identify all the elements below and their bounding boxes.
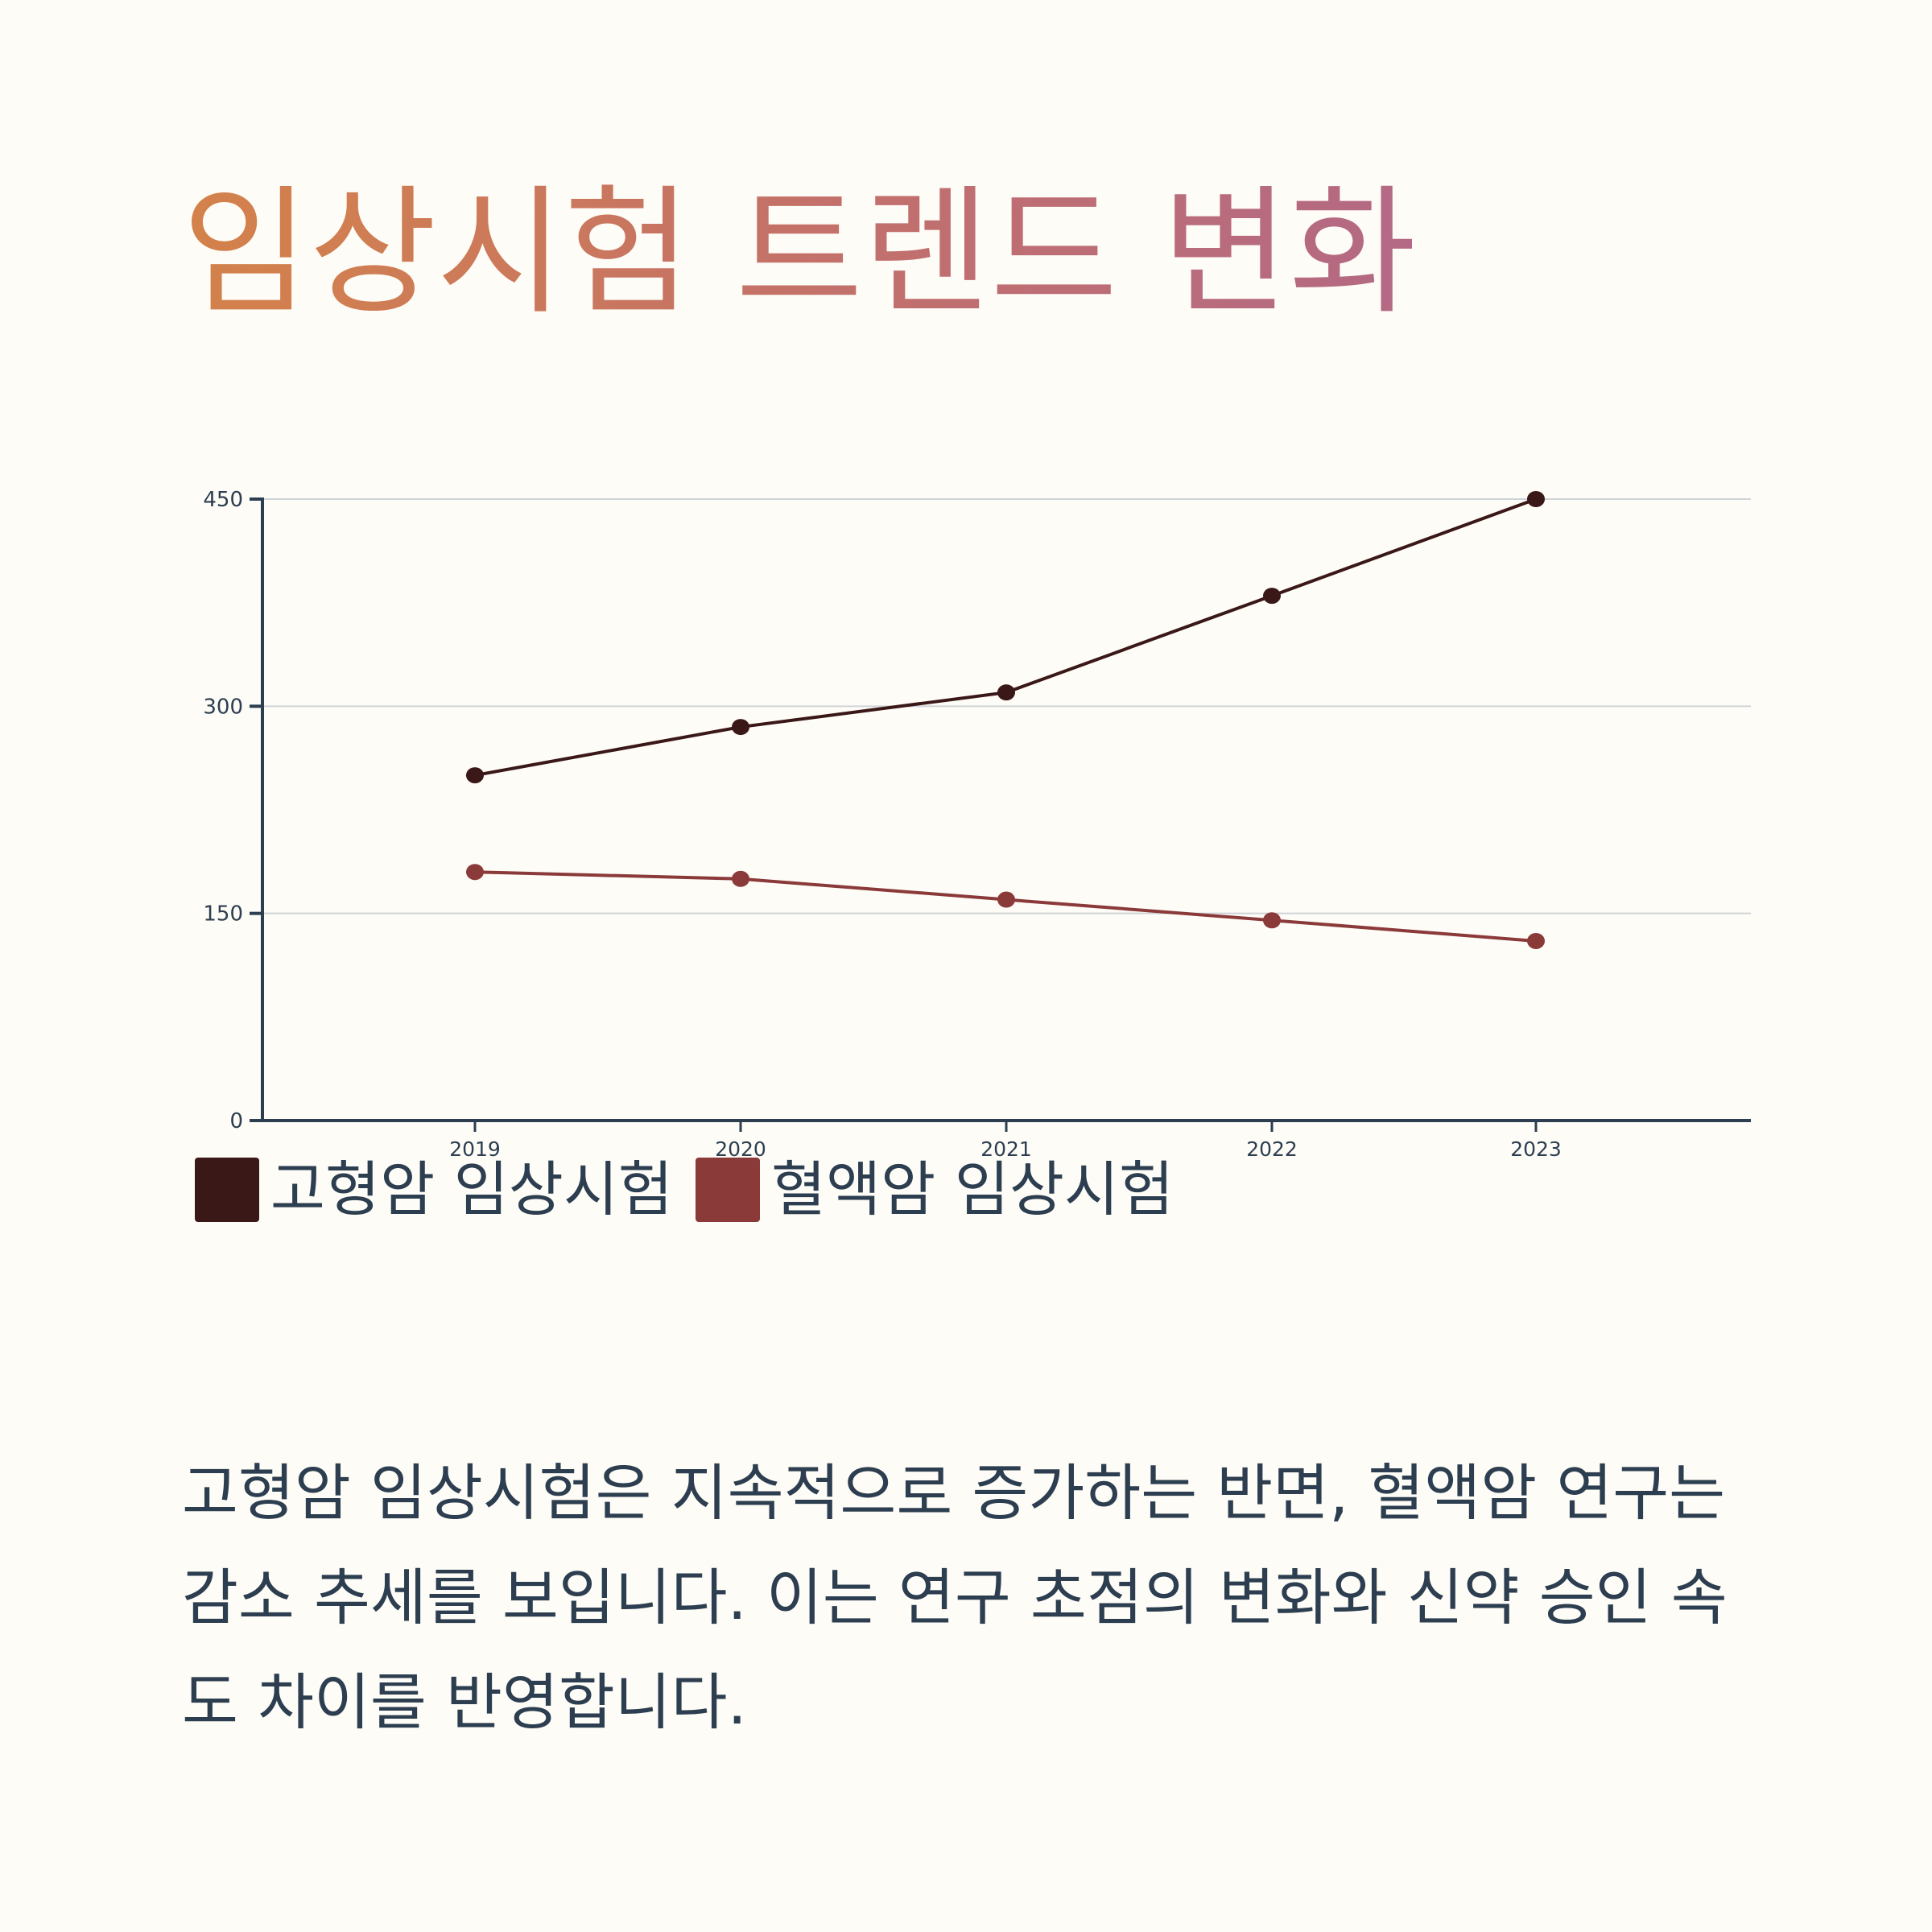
ytick-label-450: 450 — [203, 488, 243, 512]
legend-swatch-1 — [696, 1158, 760, 1222]
data-point-s1-2023 — [1527, 932, 1545, 949]
legend-item-0: 고형암 임상시험 — [194, 1155, 673, 1224]
data-point-s0-2021 — [997, 684, 1015, 701]
series-line-0 — [474, 497, 1537, 778]
data-point-s1-2021 — [997, 891, 1015, 908]
ytick-label-0: 0 — [229, 1109, 243, 1133]
ytick-label-300: 300 — [203, 695, 243, 719]
data-point-s1-2020 — [732, 870, 749, 887]
data-point-s0-2019 — [466, 767, 484, 784]
xtick-label-2020: 2020 — [715, 1137, 766, 1161]
data-point-s1-2019 — [466, 864, 484, 881]
legend-label-1: 혈액암 임상시험 — [771, 1155, 1174, 1224]
description-text: 고형암 임상시험은 지속적으로 증가하는 반면, 혈액암 연구는 감소 추세를 … — [182, 1457, 1728, 1738]
xtick-label-2021: 2021 — [980, 1137, 1032, 1161]
data-point-s1-2022 — [1263, 912, 1281, 929]
data-point-s0-2023 — [1527, 491, 1545, 507]
ytick-label-150: 150 — [203, 902, 243, 927]
xtick-label-2019: 2019 — [449, 1137, 501, 1161]
legend-swatch-0 — [194, 1158, 259, 1222]
data-point-s0-2020 — [732, 719, 749, 736]
xtick-label-2023: 2023 — [1510, 1137, 1562, 1161]
page-title: 임상시험 트렌드 변화 — [182, 171, 1417, 333]
chart-legend: 고형암 임상시험 혈액암 임상시험 — [0, 1158, 1368, 1222]
legend-item-1: 혈액암 임상시험 — [696, 1158, 1174, 1222]
xtick-label-2022: 2022 — [1246, 1137, 1298, 1161]
data-point-s0-2022 — [1263, 588, 1281, 605]
legend-label-0: 고형암 임상시험 — [270, 1155, 673, 1224]
